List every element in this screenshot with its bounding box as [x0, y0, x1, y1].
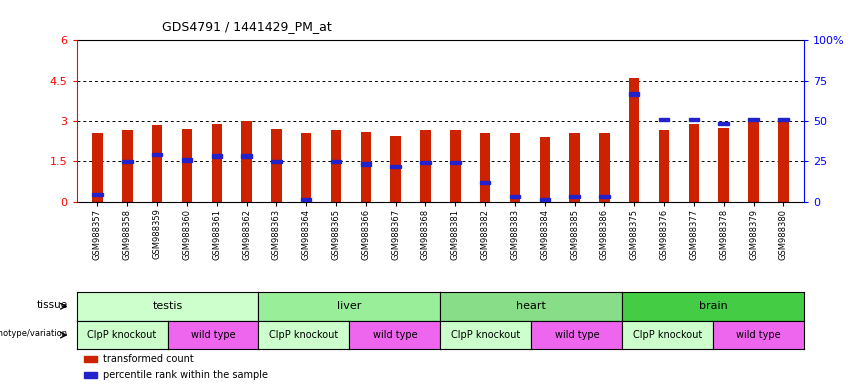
Bar — [92, 193, 103, 197]
Bar — [212, 154, 222, 157]
Bar — [92, 133, 103, 202]
Bar — [718, 122, 729, 125]
Text: tissue: tissue — [37, 300, 67, 310]
Bar — [599, 133, 609, 202]
Bar — [301, 133, 311, 202]
Text: wild type: wild type — [736, 330, 781, 340]
Bar — [151, 125, 163, 202]
Bar — [301, 198, 311, 201]
Bar — [569, 133, 580, 202]
Text: ClpP knockout: ClpP knockout — [270, 330, 339, 340]
Bar — [450, 161, 460, 164]
Bar — [361, 162, 371, 166]
Bar — [271, 160, 282, 163]
Bar — [778, 118, 789, 121]
Bar — [84, 356, 97, 362]
Bar — [629, 93, 639, 96]
Bar — [748, 120, 759, 202]
Bar — [331, 131, 341, 202]
Bar — [420, 131, 431, 202]
Bar — [151, 153, 163, 156]
Bar — [778, 118, 789, 202]
Bar — [540, 137, 550, 202]
Bar — [688, 124, 699, 202]
Bar — [242, 121, 252, 202]
Bar — [84, 372, 97, 379]
Bar — [599, 195, 609, 198]
Bar — [569, 195, 580, 198]
Text: GDS4791 / 1441429_PM_at: GDS4791 / 1441429_PM_at — [162, 20, 331, 33]
Bar — [122, 131, 133, 202]
Bar — [480, 133, 490, 202]
Bar — [182, 158, 192, 162]
Text: transformed count: transformed count — [103, 354, 193, 364]
Text: wild type: wild type — [373, 330, 417, 340]
Bar — [659, 131, 669, 202]
Text: heart: heart — [517, 301, 546, 311]
Text: wild type: wild type — [555, 330, 599, 340]
Bar — [391, 136, 401, 202]
Bar — [659, 118, 669, 121]
Bar — [480, 181, 490, 184]
Bar — [331, 160, 341, 163]
Text: ClpP knockout: ClpP knockout — [633, 330, 702, 340]
Text: percentile rank within the sample: percentile rank within the sample — [103, 370, 268, 381]
Text: liver: liver — [337, 301, 362, 311]
Bar — [450, 131, 460, 202]
Bar — [510, 133, 520, 202]
Bar — [122, 160, 133, 163]
Bar — [212, 124, 222, 202]
Text: ClpP knockout: ClpP knockout — [88, 330, 157, 340]
Bar — [420, 161, 431, 164]
Bar — [540, 198, 550, 201]
Text: ClpP knockout: ClpP knockout — [451, 330, 521, 340]
Text: testis: testis — [152, 301, 183, 311]
Text: genotype/variation: genotype/variation — [0, 329, 67, 338]
Text: brain: brain — [699, 301, 728, 311]
Bar — [718, 127, 729, 202]
Bar — [510, 195, 520, 198]
Bar — [242, 154, 252, 157]
Bar — [361, 132, 371, 202]
Bar — [688, 118, 699, 121]
Bar — [629, 78, 639, 202]
Bar — [748, 118, 759, 121]
Bar — [182, 129, 192, 202]
Bar — [391, 165, 401, 168]
Text: wild type: wild type — [191, 330, 236, 340]
Bar — [271, 129, 282, 202]
